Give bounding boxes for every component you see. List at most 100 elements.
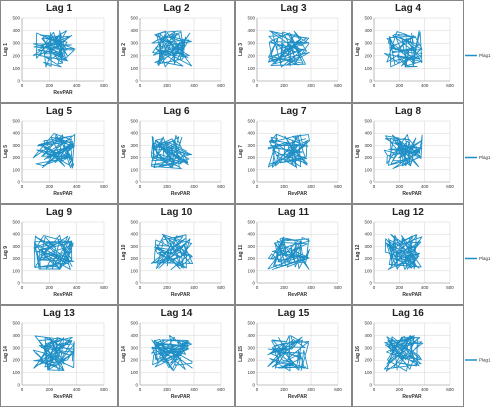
y-tick-label: 400 <box>12 333 20 338</box>
x-tick-label: 200 <box>396 285 404 290</box>
y-tick-label: 500 <box>12 321 20 326</box>
y-tick-label: 0 <box>369 281 372 286</box>
y-tick-label: 0 <box>369 180 372 185</box>
panel-border <box>118 204 235 305</box>
x-tick-label: 400 <box>421 184 429 189</box>
panel-title: Lag 7 <box>280 106 307 117</box>
y-tick-label: 0 <box>17 383 20 388</box>
y-tick-label: 100 <box>130 370 138 375</box>
y-tick-label: 100 <box>130 167 138 172</box>
y-tick-label: 300 <box>130 143 138 148</box>
y-tick-label: 300 <box>364 345 372 350</box>
y-tick-label: 300 <box>12 345 20 350</box>
series-line <box>151 335 193 372</box>
panel-border <box>118 103 235 204</box>
x-tick-label: 0 <box>373 184 376 189</box>
y-tick-label: 100 <box>130 66 138 71</box>
panel-title: Lag 2 <box>163 3 190 14</box>
panel-6: Lag 6 0 100 200 300 400 500 0 200 400 600 RevPAR Lag… <box>118 103 235 204</box>
panel-title: Lag 10 <box>161 207 193 218</box>
x-axis-label: RevPAR <box>402 394 422 400</box>
series-line <box>33 234 75 270</box>
y-tick-label: 300 <box>130 244 138 249</box>
y-tick-label: 300 <box>130 41 138 46</box>
x-tick-label: 600 <box>334 184 342 189</box>
x-tick-label: 400 <box>421 387 429 392</box>
y-axis-label: Lag 6 <box>121 145 127 158</box>
y-axis-label: Lag 7 <box>238 145 244 158</box>
x-tick-label: 0 <box>139 387 142 392</box>
x-tick-label: 400 <box>307 387 315 392</box>
x-tick-label: 200 <box>163 387 171 392</box>
x-tick-label: 400 <box>73 83 81 88</box>
y-tick-label: 400 <box>12 28 20 33</box>
x-axis-label: RevPAR <box>171 292 191 298</box>
panel-1: Lag 1 0 100 200 300 400 500 0 200 400 600 RevPAR Lag… <box>0 0 118 103</box>
y-tick-label: 200 <box>364 53 372 58</box>
x-axis-label: RevPAR <box>171 191 191 197</box>
x-tick-label: 200 <box>280 184 288 189</box>
y-tick-label: 400 <box>130 131 138 136</box>
x-tick-label: 600 <box>217 387 225 392</box>
y-tick-label: 0 <box>252 383 255 388</box>
panel-8: Lag 8 0 100 200 300 400 500 0 200 400 600 RevPAR Lag… <box>352 103 491 204</box>
y-tick-label: 0 <box>369 383 372 388</box>
series-line <box>383 134 423 169</box>
y-tick-label: 300 <box>247 41 255 46</box>
x-tick-label: 200 <box>163 83 171 88</box>
y-tick-label: 200 <box>12 256 20 261</box>
panel-15: Lag 15 0 100 200 300 400 500 0 200 400 600 RevPAR La… <box>235 305 352 407</box>
y-tick-label: 200 <box>12 53 20 58</box>
panel-title: Lag 9 <box>46 207 73 218</box>
panel-border <box>0 0 118 103</box>
y-tick-label: 500 <box>130 321 138 326</box>
x-axis-label: RevPAR <box>171 394 191 400</box>
series-line <box>267 335 310 372</box>
y-tick-label: 300 <box>12 41 20 46</box>
x-tick-label: 600 <box>100 387 108 392</box>
x-tick-label: 400 <box>307 184 315 189</box>
x-tick-label: 0 <box>139 83 142 88</box>
x-axis-label: RevPAR <box>53 90 73 96</box>
y-tick-label: 0 <box>17 79 20 84</box>
y-tick-label: 100 <box>12 268 20 273</box>
y-axis-label: Lag 10 <box>121 244 127 260</box>
x-tick-label: 200 <box>46 285 54 290</box>
x-tick-label: 0 <box>373 83 376 88</box>
series-line <box>150 134 193 170</box>
y-tick-label: 0 <box>17 180 20 185</box>
series-line <box>150 233 194 270</box>
x-tick-label: 200 <box>163 184 171 189</box>
x-axis-label: RevPAR <box>402 191 422 197</box>
x-tick-label: 0 <box>373 285 376 290</box>
y-axis-label: Lag 3 <box>238 43 244 56</box>
x-tick-label: 600 <box>334 387 342 392</box>
y-tick-label: 200 <box>364 155 372 160</box>
series-line <box>32 133 76 169</box>
series-line <box>32 335 75 372</box>
y-tick-label: 200 <box>247 358 255 363</box>
y-tick-label: 100 <box>364 66 372 71</box>
y-tick-label: 200 <box>12 155 20 160</box>
panel-2: Lag 2 0 100 200 300 400 500 0 200 400 600 Lag 2 <box>118 0 235 103</box>
panel-border <box>0 204 118 305</box>
y-tick-label: 100 <box>247 370 255 375</box>
x-tick-label: 0 <box>256 387 259 392</box>
panel-16: Lag 16 0 100 200 300 400 500 0 200 400 600 RevPAR La… <box>352 305 491 407</box>
y-axis-label: Lag 9 <box>3 246 9 259</box>
y-tick-label: 300 <box>364 244 372 249</box>
y-tick-label: 400 <box>130 28 138 33</box>
x-tick-label: 600 <box>446 83 454 88</box>
panel-12: Lag 12 0 100 200 300 400 500 0 200 400 600 RevPAR La… <box>352 204 491 305</box>
y-axis-label: Lag 12 <box>355 244 361 260</box>
y-tick-label: 400 <box>247 232 255 237</box>
x-axis-label: RevPAR <box>53 292 73 298</box>
x-tick-label: 600 <box>334 285 342 290</box>
y-tick-label: 200 <box>247 256 255 261</box>
y-tick-label: 400 <box>130 333 138 338</box>
x-tick-label: 0 <box>21 83 24 88</box>
y-tick-label: 400 <box>247 333 255 338</box>
x-tick-label: 200 <box>396 184 404 189</box>
x-tick-label: 0 <box>21 285 24 290</box>
y-tick-label: 300 <box>364 143 372 148</box>
